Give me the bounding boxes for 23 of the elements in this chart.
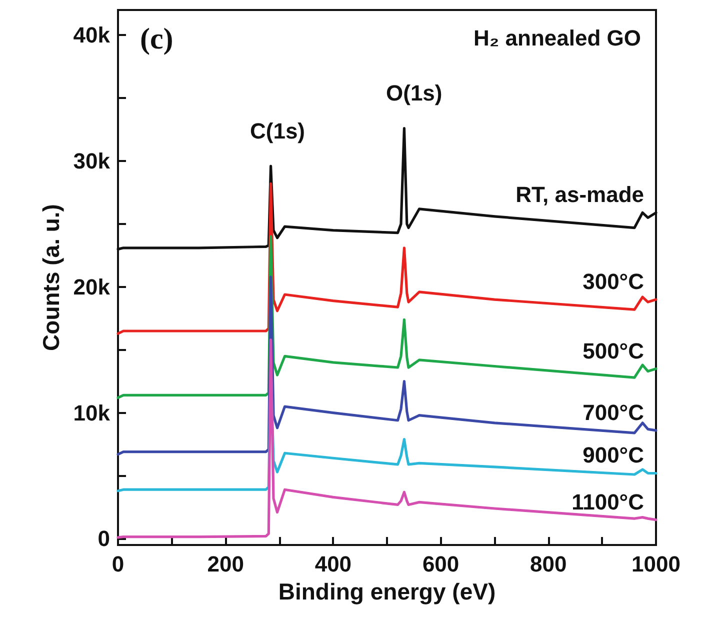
x-tick-label: 600 — [422, 552, 460, 576]
annotation: O(1s) — [386, 80, 442, 106]
series-label: 300°C — [582, 269, 644, 294]
y-tick-label: 20k — [73, 274, 111, 300]
series-label: 900°C — [582, 442, 644, 468]
y-tick-label: 40k — [73, 22, 111, 48]
series-label: 700°C — [582, 400, 644, 425]
x-tick-label: 200 — [207, 552, 244, 576]
y-axis-title: Counts (a. u.) — [38, 204, 64, 351]
series-label: RT, as-made — [516, 182, 644, 208]
annotation: (c) — [140, 22, 174, 56]
text: H₂ annealed GO — [474, 26, 642, 50]
x-tick-label: 1000 — [632, 552, 680, 576]
x-tick-label: 400 — [314, 552, 352, 576]
x-tick-label: 800 — [530, 552, 567, 576]
line-series — [116, 338, 658, 539]
y-tick-label: 0 — [98, 526, 110, 552]
y-tick-label: 10k — [73, 400, 111, 426]
x-axis-title: Binding energy (eV) — [278, 578, 496, 604]
series-label: 500°C — [582, 338, 644, 364]
series-label: 1100°C — [572, 489, 644, 514]
y-tick-label: 30k — [73, 148, 111, 174]
annotation: C(1s) — [250, 118, 306, 144]
